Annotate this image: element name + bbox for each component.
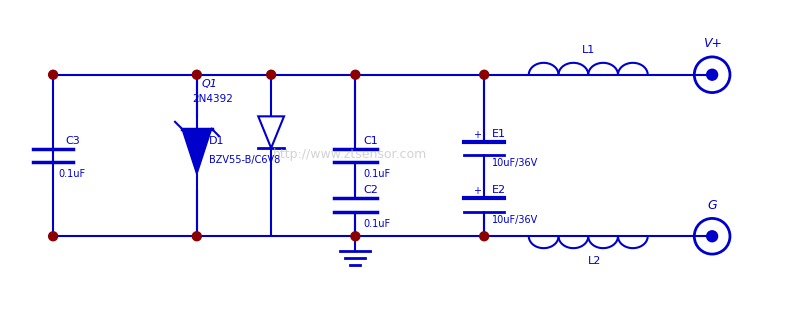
Text: C2: C2 bbox=[363, 185, 378, 195]
Circle shape bbox=[267, 70, 275, 79]
Text: 0.1uF: 0.1uF bbox=[58, 169, 85, 179]
Circle shape bbox=[706, 69, 717, 80]
Text: 10uF/36V: 10uF/36V bbox=[492, 215, 539, 225]
Circle shape bbox=[192, 70, 201, 79]
Text: L1: L1 bbox=[581, 45, 595, 55]
Text: E1: E1 bbox=[492, 129, 506, 139]
Text: http://www.ztsensor.com: http://www.ztsensor.com bbox=[273, 147, 427, 160]
Text: +: + bbox=[473, 186, 481, 196]
Text: 0.1uF: 0.1uF bbox=[363, 219, 391, 229]
Text: E2: E2 bbox=[492, 185, 506, 195]
Circle shape bbox=[351, 232, 360, 241]
Circle shape bbox=[479, 232, 489, 241]
Text: BZV55-B/C6V8: BZV55-B/C6V8 bbox=[209, 155, 280, 165]
Text: C1: C1 bbox=[363, 136, 378, 146]
Circle shape bbox=[48, 232, 58, 241]
Circle shape bbox=[48, 70, 58, 79]
Text: 0.1uF: 0.1uF bbox=[363, 169, 391, 179]
Text: Q1: Q1 bbox=[202, 78, 218, 89]
Text: C3: C3 bbox=[65, 136, 80, 146]
Text: +: + bbox=[473, 130, 481, 140]
Text: V+: V+ bbox=[702, 37, 721, 50]
Text: 10uF/36V: 10uF/36V bbox=[492, 159, 539, 168]
Circle shape bbox=[192, 232, 201, 241]
Polygon shape bbox=[182, 129, 212, 174]
Text: D1: D1 bbox=[209, 136, 224, 146]
Circle shape bbox=[706, 231, 717, 242]
Text: G: G bbox=[707, 198, 717, 211]
Circle shape bbox=[479, 70, 489, 79]
Text: L2: L2 bbox=[589, 256, 602, 266]
Text: 2N4392: 2N4392 bbox=[192, 95, 233, 104]
Circle shape bbox=[351, 70, 360, 79]
